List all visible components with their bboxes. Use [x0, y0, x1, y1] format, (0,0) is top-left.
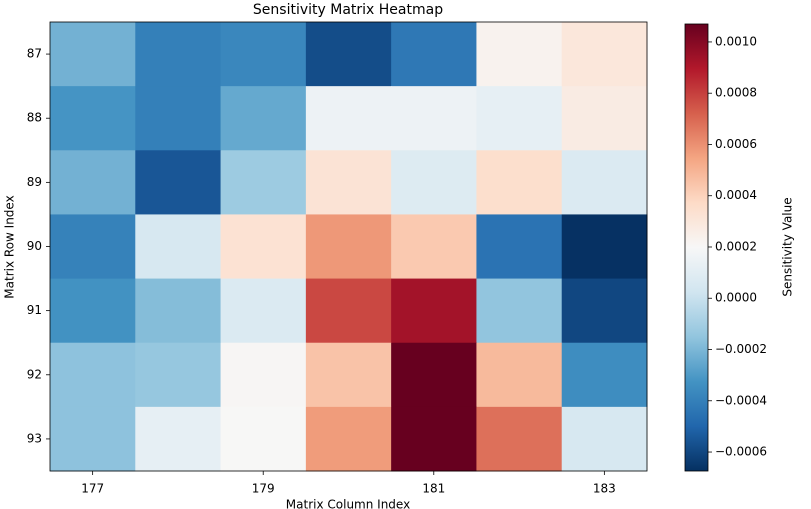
colorbar-tick-label: 0.0002	[715, 239, 757, 253]
heatmap-cell	[391, 278, 477, 344]
heatmap-cell	[476, 406, 563, 472]
heatmap-cell	[561, 22, 648, 87]
heatmap-cell	[476, 150, 563, 215]
colorbar-tick-label: 0.0010	[715, 34, 757, 48]
heatmap-cell	[391, 150, 477, 215]
colorbar-tick-label: −0.0004	[715, 393, 767, 407]
colorbar-label: Sensitivity Value	[781, 197, 795, 296]
y-axis-label: Matrix Row Index	[3, 195, 17, 298]
heatmap-cell	[305, 86, 392, 151]
x-axis-label: Matrix Column Index	[286, 498, 410, 509]
heatmap-cell	[50, 150, 136, 215]
heatmap-cell	[391, 86, 477, 151]
heatmap-cell	[476, 278, 563, 344]
colorbar	[684, 23, 709, 472]
y-tick-label: 87	[27, 47, 42, 61]
chart-title: Sensitivity Matrix Heatmap	[253, 2, 443, 18]
colorbar-tick-label: 0.0006	[715, 137, 757, 151]
x-tick-label: 181	[422, 482, 445, 496]
heatmap-cell	[305, 214, 392, 280]
heatmap-cell	[391, 406, 477, 472]
heatmap-cell	[220, 342, 307, 408]
y-tick-label: 91	[27, 303, 42, 317]
colorbar-tick-label: 0.0000	[715, 291, 757, 305]
colorbar-tick-label: 0.0004	[715, 188, 757, 202]
heatmap-cell	[391, 214, 477, 280]
heatmap-cell	[50, 278, 136, 344]
heatmap-cell	[135, 22, 222, 87]
y-tick-label: 92	[27, 367, 42, 381]
heatmap-cell	[305, 22, 392, 87]
heatmap-cell	[305, 342, 392, 408]
heatmap-cell	[391, 342, 477, 408]
x-tick-label: 183	[593, 482, 616, 496]
heatmap-cell	[561, 406, 648, 472]
heatmap-cell	[305, 278, 392, 344]
heatmap-cell	[561, 86, 648, 151]
heatmap-cell	[135, 406, 222, 472]
heatmap-cell	[135, 278, 222, 344]
colorbar-tick-label: −0.0006	[715, 445, 767, 459]
y-tick-label: 90	[27, 239, 42, 253]
x-tick-label: 179	[252, 482, 275, 496]
heatmap-cell	[220, 214, 307, 280]
heatmap-cell	[50, 214, 136, 280]
heatmap-cell	[391, 22, 477, 87]
heatmap-cell	[305, 406, 392, 472]
heatmap-cell	[561, 214, 648, 280]
heatmap-cell	[50, 342, 136, 408]
heatmap-cell	[220, 278, 307, 344]
heatmap-cell	[50, 86, 136, 151]
heatmap-cell	[561, 150, 648, 215]
heatmap-cell	[305, 150, 392, 215]
colorbar-tick-label: −0.0002	[715, 342, 767, 356]
heatmap-cell	[50, 22, 136, 87]
y-tick-label: 88	[27, 111, 42, 125]
y-tick-label: 89	[27, 175, 42, 189]
heatmap-cell	[476, 22, 563, 87]
colorbar-tick-label: 0.0008	[715, 86, 757, 100]
heatmap-cell	[561, 278, 648, 344]
heatmap-cell	[476, 86, 563, 151]
heatmap-cell	[135, 214, 222, 280]
heatmap-cell	[220, 86, 307, 151]
heatmap-cell	[135, 150, 222, 215]
heatmap-cell	[50, 406, 136, 472]
heatmap-cell	[220, 22, 307, 87]
y-tick-label: 93	[27, 431, 42, 445]
heatmap-cell	[561, 342, 648, 408]
heatmap-cell	[135, 86, 222, 151]
heatmap-cell	[220, 150, 307, 215]
heatmap-cell	[135, 342, 222, 408]
heatmap-cell	[476, 214, 563, 280]
x-tick-label: 177	[81, 482, 104, 496]
heatmap-cell	[220, 406, 307, 472]
heatmap-cell	[476, 342, 563, 408]
